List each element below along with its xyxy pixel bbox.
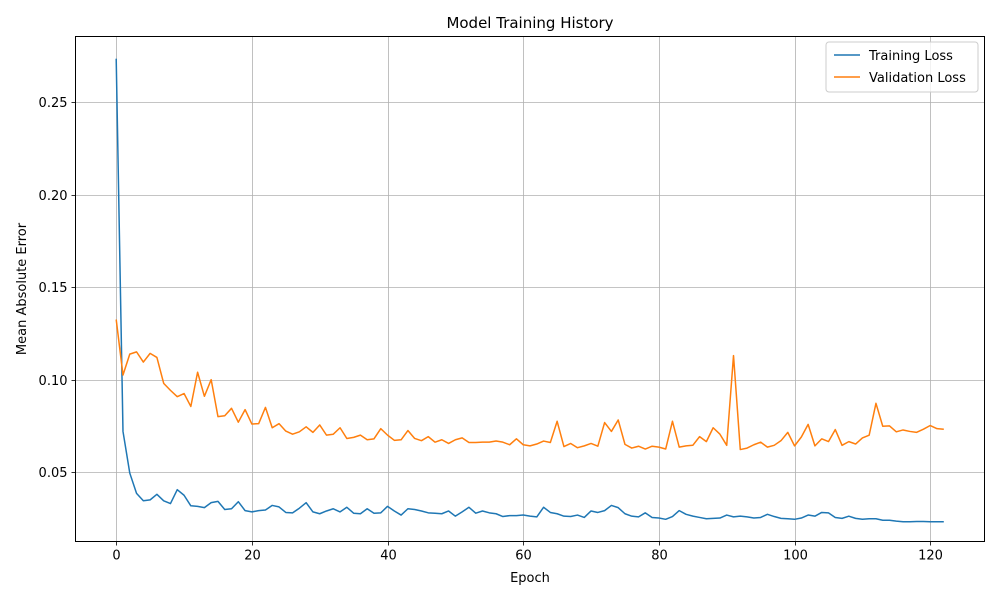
- x-tick-label: 80: [651, 549, 668, 564]
- series-line-training-loss: [115, 58, 944, 523]
- y-tick-label: 0.20: [39, 189, 68, 204]
- y-axis: 0.05 0.10 0.15 0.20 0.25: [39, 96, 76, 481]
- series-line-validation-loss: [115, 319, 944, 451]
- legend-label-training-loss: Training Loss: [868, 49, 953, 64]
- legend: Training Loss Validation Loss: [825, 41, 979, 93]
- y-tick-label: 0.05: [39, 466, 68, 481]
- x-tick-label: 20: [244, 549, 261, 564]
- x-tick-label: 0: [112, 549, 120, 564]
- x-tick-label: 100: [783, 549, 808, 564]
- plot-frame: [75, 36, 985, 542]
- x-tick-label: 40: [380, 549, 397, 564]
- x-tick-label: 60: [515, 549, 532, 564]
- y-tick-label: 0.10: [39, 374, 68, 389]
- legend-label-validation-loss: Validation Loss: [869, 71, 966, 86]
- grid: [75, 36, 985, 542]
- x-axis-label: Epoch: [510, 571, 550, 586]
- legend-box: [825, 41, 979, 93]
- series-group: [115, 58, 944, 523]
- x-tick-label: 120: [918, 549, 943, 564]
- y-axis-label: Mean Absolute Error: [15, 222, 30, 355]
- y-tick-label: 0.25: [39, 96, 68, 111]
- x-axis: 0 20 40 60 80 100 120: [112, 541, 943, 564]
- y-tick-label: 0.15: [39, 281, 68, 296]
- chart-title: Model Training History: [446, 14, 613, 32]
- plot-area: [75, 36, 985, 542]
